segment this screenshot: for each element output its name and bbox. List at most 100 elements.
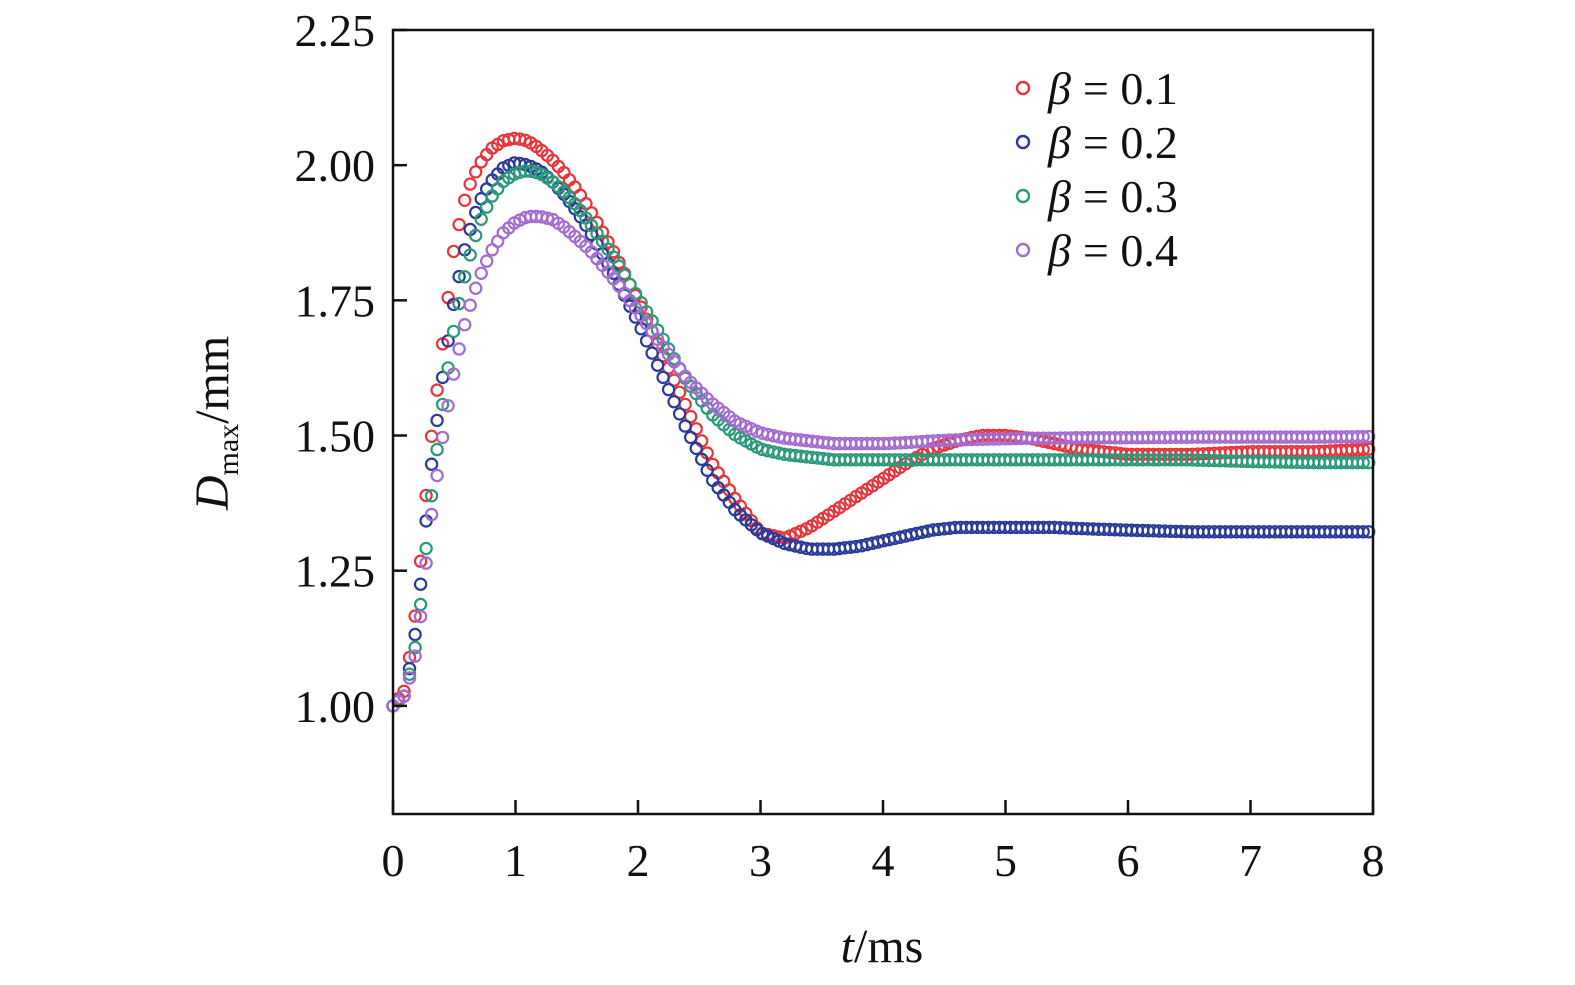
legend-symbol: β	[1047, 63, 1071, 114]
series-1-point	[424, 429, 439, 443]
series-4-point	[463, 298, 477, 312]
series-3-point	[656, 332, 670, 346]
series-1-point	[1356, 442, 1370, 457]
legend-marker	[1015, 80, 1031, 96]
legend: β = 0.1β = 0.2β = 0.3β = 0.4	[1015, 63, 1178, 276]
y-tick-label: 1.25	[295, 546, 376, 597]
legend-label: β = 0.1	[1047, 63, 1178, 114]
series-4-point	[1356, 430, 1370, 444]
series-3-point	[469, 228, 483, 243]
series-2-point	[402, 661, 417, 676]
series-4-point	[402, 671, 417, 685]
series-3-point	[402, 667, 417, 681]
y-tick-label: 1.75	[295, 275, 376, 326]
series-2-point	[695, 452, 709, 466]
legend-value: = 0.2	[1083, 117, 1178, 168]
x-tick-label: 4	[872, 835, 895, 886]
y-axis-title: Dmax/mm	[186, 336, 245, 511]
x-axis: 0 1 2 3 4 5 6 7 8	[382, 800, 1385, 886]
series-1-point	[452, 217, 466, 232]
data-marks	[386, 131, 1376, 713]
series-1-point	[463, 177, 477, 191]
series-4-point	[441, 399, 455, 413]
series-4-point	[397, 689, 411, 703]
x-tick-label: 3	[749, 835, 772, 886]
series-2-point	[1361, 525, 1376, 539]
series-2-point	[1356, 525, 1370, 539]
x-axis-unit: /ms	[854, 920, 923, 973]
y-axis-var: D	[186, 476, 239, 512]
legend-value: = 0.1	[1083, 63, 1178, 114]
series-2-point	[689, 441, 703, 456]
series-4-point	[1361, 429, 1376, 444]
series-2-point	[656, 370, 670, 385]
series-2-point	[678, 419, 692, 433]
series-3-point	[424, 489, 439, 503]
legend-label: β = 0.3	[1047, 171, 1178, 222]
series-2-point	[584, 227, 599, 242]
x-tick-label: 6	[1117, 835, 1140, 886]
x-tick-label: 7	[1239, 835, 1262, 886]
series-3-point	[1356, 455, 1370, 470]
y-tick-label: 2.00	[295, 140, 376, 191]
legend-value: = 0.4	[1083, 225, 1178, 276]
series-4-point	[424, 507, 439, 522]
series-1-point	[430, 383, 444, 397]
series-4-point	[474, 266, 488, 280]
plot-frame	[391, 28, 1375, 816]
series-1-point	[408, 609, 422, 623]
x-axis-var: t	[841, 920, 856, 973]
series-1-point	[446, 244, 461, 259]
y-axis: 1.00 1.25 1.50 1.75 2.00 2.25	[295, 5, 407, 732]
x-tick-label: 2	[627, 835, 650, 886]
series-2-point	[413, 577, 428, 591]
series-4-point	[408, 649, 422, 663]
series-1-point	[419, 488, 433, 503]
series-3-point	[408, 640, 422, 655]
y-tick-label: 2.25	[295, 5, 376, 56]
series-3-point	[480, 200, 494, 214]
series-3-point	[419, 541, 433, 556]
series-2-point	[424, 457, 439, 471]
series-3-point	[446, 324, 461, 339]
series-4-point	[430, 468, 444, 483]
legend-marker	[1015, 134, 1031, 150]
legend-label: β = 0.2	[1047, 117, 1178, 168]
series-2-point	[452, 269, 466, 284]
series-2-point	[684, 430, 698, 445]
series-2-point	[700, 463, 714, 477]
series-4	[386, 209, 1376, 713]
legend-symbol: β	[1047, 225, 1071, 276]
series-4-point	[480, 254, 494, 268]
series-3-point	[435, 397, 450, 412]
series-4-point	[413, 609, 428, 624]
series-1-point	[397, 684, 411, 699]
series-2-point	[667, 395, 681, 409]
legend-symbol: β	[1047, 117, 1071, 168]
series-3-point	[463, 248, 477, 262]
series-2-point	[645, 346, 659, 360]
x-tick-label: 0	[382, 835, 405, 886]
y-tick-label: 1.50	[295, 411, 376, 462]
series-2-point	[441, 334, 455, 348]
legend-label: β = 0.4	[1047, 225, 1178, 276]
series-2-point	[661, 382, 676, 397]
series-2-point	[650, 358, 665, 372]
series-4-point	[435, 430, 450, 445]
y-axis-subscript: max	[212, 424, 245, 476]
y-tick-label: 1.00	[295, 681, 376, 732]
series-2-point	[446, 297, 461, 312]
series-3-point	[474, 212, 488, 226]
legend-symbol: β	[1047, 171, 1071, 222]
series-2-point	[430, 413, 444, 428]
series-4-point	[452, 342, 466, 356]
legend-marker	[1015, 188, 1031, 204]
x-tick-label: 5	[994, 835, 1017, 886]
series-4-point	[458, 318, 472, 332]
series-4-point	[446, 367, 461, 381]
series-2-point	[672, 407, 687, 421]
series-1-point	[1361, 442, 1376, 456]
series-4-point	[469, 281, 483, 295]
series-3-point	[413, 597, 428, 612]
